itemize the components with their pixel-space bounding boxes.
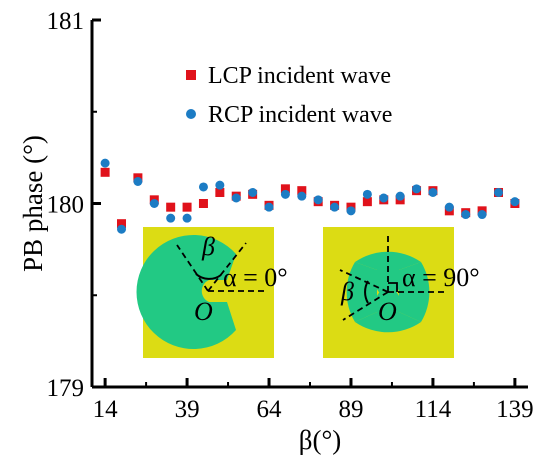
rcp-point <box>133 176 143 186</box>
rcp-point <box>280 189 290 199</box>
rcp-point <box>182 213 192 223</box>
inset-90-ring <box>355 251 421 297</box>
rcp-point <box>248 187 258 197</box>
rcp-point <box>117 224 127 234</box>
rcp-point <box>149 199 159 208</box>
rcp-point <box>477 210 487 220</box>
rcp-point <box>313 195 323 205</box>
lcp-point <box>198 199 208 208</box>
lcp-point <box>280 184 290 194</box>
y-tick-label: 180 <box>47 192 85 219</box>
inset-0-alpha: α = 0° <box>223 263 288 292</box>
lcp-point <box>362 197 372 207</box>
inset-alpha-90: β O α = 90° <box>323 227 480 358</box>
inset-90-origin: O <box>378 297 397 326</box>
x-tick-label: 114 <box>415 396 452 423</box>
inset-90-side-left <box>346 262 377 322</box>
inset-90-side-right <box>399 262 430 322</box>
rcp-point <box>346 206 356 216</box>
lcp-point <box>117 219 127 229</box>
rcp-point <box>330 202 340 212</box>
inset-90-ring-bottom <box>355 288 421 333</box>
x-tick-label: 14 <box>93 396 119 423</box>
legend-lcp-marker <box>186 70 196 80</box>
x-axis-title: β(°) <box>299 425 342 455</box>
lcp-point <box>100 167 110 177</box>
inset-0-origin: O <box>194 297 213 326</box>
lcp-point <box>182 202 192 212</box>
rcp-point <box>412 184 422 194</box>
rcp-point <box>444 202 454 212</box>
data-markers <box>100 158 520 234</box>
inset-90-shape <box>346 251 430 333</box>
x-tick-label: 64 <box>257 396 283 423</box>
x-tick-label: 139 <box>496 396 534 423</box>
y-tick-label: 181 <box>47 8 85 35</box>
y-tick-label: 179 <box>47 375 85 402</box>
inset-0-ring <box>136 234 236 349</box>
rcp-point <box>379 193 389 203</box>
rcp-point <box>461 210 471 220</box>
rcp-point <box>231 193 241 203</box>
inset-0-beta: β <box>201 232 215 261</box>
inset-90-beta: β <box>340 277 354 306</box>
x-tick-label: 89 <box>338 396 363 423</box>
x-tick-label: 39 <box>175 396 200 423</box>
lcp-point <box>215 187 225 197</box>
axes: 179 180 181 14 39 64 89 114 139 β(°) PB phase (°) <box>18 8 534 455</box>
inset-90-alpha: α = 90° <box>402 263 480 292</box>
y-axis-title: PB phase (°) <box>18 135 48 272</box>
legend-rcp-marker <box>186 109 196 119</box>
rcp-point <box>198 182 208 192</box>
rcp-point <box>297 191 307 201</box>
rcp-point <box>166 213 176 223</box>
rcp-point <box>215 180 225 190</box>
rcp-point <box>395 191 405 201</box>
legend-rcp-label: RCP incident wave <box>208 102 392 128</box>
lcp-point <box>166 202 176 212</box>
rcp-point <box>362 189 372 199</box>
rcp-point <box>493 187 503 197</box>
legend-lcp-label: LCP incident wave <box>208 63 391 89</box>
rcp-point <box>100 158 110 168</box>
rcp-point <box>264 202 274 212</box>
legend: LCP incident wave RCP incident wave <box>186 63 392 128</box>
rcp-point <box>428 187 438 197</box>
inset-0-shape <box>136 234 236 349</box>
inset-alpha-0: β O α = 0° <box>136 227 288 358</box>
rcp-point <box>510 197 520 207</box>
lcp-point <box>297 186 307 196</box>
